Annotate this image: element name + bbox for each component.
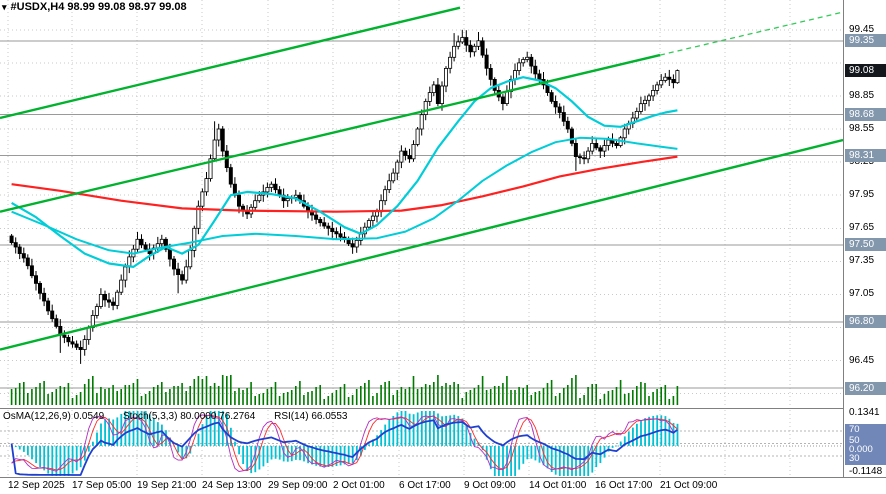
- price-level-badge: 97.50: [845, 238, 886, 252]
- price-level-badge: 98.68: [845, 108, 886, 122]
- time-label: 29 Sep 09:00: [268, 480, 328, 491]
- indicator-labels: OsMA(12,26,9) 0.0549 Stoch(5,3,3) 80.000…: [3, 411, 363, 422]
- price-chart-area[interactable]: ▾ #USDX,H4 98.99 99.08 98.97 99.08: [0, 0, 843, 408]
- price-label: 97.05: [849, 288, 875, 300]
- indicator-canvas: [0, 410, 843, 477]
- indicator-axis-badge: 30: [845, 453, 886, 465]
- ohlc-values-label: 98.99 99.08 98.97 99.08: [67, 1, 187, 13]
- indicator-axis-label: 0.1341: [849, 407, 880, 418]
- panel-timeaxis-divider: [0, 477, 886, 478]
- price-level-badge: 96.80: [845, 315, 886, 329]
- chart-canvas: [0, 0, 843, 408]
- time-label: 16 Oct 17:00: [595, 480, 653, 491]
- price-label: 97.65: [849, 222, 875, 234]
- time-label: 21 Oct 09:00: [660, 480, 718, 491]
- price-axis[interactable]: 99.4598.8598.5598.2597.9597.6597.3597.05…: [843, 0, 886, 477]
- time-label: 9 Oct 09:00: [464, 480, 516, 491]
- chart-panel-divider: [0, 408, 886, 409]
- price-level-badge: 96.20: [845, 381, 886, 395]
- price-label: 98.55: [849, 123, 875, 135]
- price-level-badge: 99.35: [845, 34, 886, 48]
- symbol-overlay: ▾ #USDX,H4 98.99 99.08 98.97 99.08: [2, 1, 187, 13]
- time-label: 12 Sep 2025: [8, 480, 65, 491]
- indicator-panel[interactable]: OsMA(12,26,9) 0.0549 Stoch(5,3,3) 80.000…: [0, 410, 843, 477]
- price-label: 97.95: [849, 189, 875, 201]
- osma-label: OsMA(12,26,9): [3, 411, 71, 422]
- time-label: 6 Oct 17:00: [399, 480, 451, 491]
- current-price-badge: 99.08: [845, 64, 886, 78]
- price-label: 98.85: [849, 89, 875, 101]
- time-axis[interactable]: 12 Sep 2025 17 Sep 05:00 19 Sep 21:00 24 Se…: [0, 478, 886, 494]
- chart-dropdown-icon[interactable]: ▾: [2, 2, 7, 12]
- price-label: 97.35: [849, 255, 875, 267]
- time-label: 2 Oct 01:00: [333, 480, 385, 491]
- time-label: 17 Sep 05:00: [72, 480, 132, 491]
- indicator-axis-label: -0.1148: [849, 466, 883, 477]
- price-label: 96.45: [849, 354, 875, 366]
- price-label: 99.45: [849, 23, 875, 35]
- indicator-axis-badge: 70: [845, 424, 886, 436]
- time-label: 14 Oct 01:00: [529, 480, 587, 491]
- symbol-timeframe-label: #USDX,H4: [10, 1, 65, 13]
- time-label: 19 Sep 21:00: [137, 480, 197, 491]
- stoch-label: Stoch(5,3,3): [122, 411, 178, 422]
- rsi-label: RSI(14): [274, 411, 309, 422]
- rsi-value: 66.0553: [311, 411, 348, 422]
- stoch-value: 80.0000 76.2764: [180, 411, 256, 422]
- time-label: 24 Sep 13:00: [202, 480, 262, 491]
- osma-value: 0.0549: [73, 411, 105, 422]
- price-level-badge: 98.31: [845, 148, 886, 162]
